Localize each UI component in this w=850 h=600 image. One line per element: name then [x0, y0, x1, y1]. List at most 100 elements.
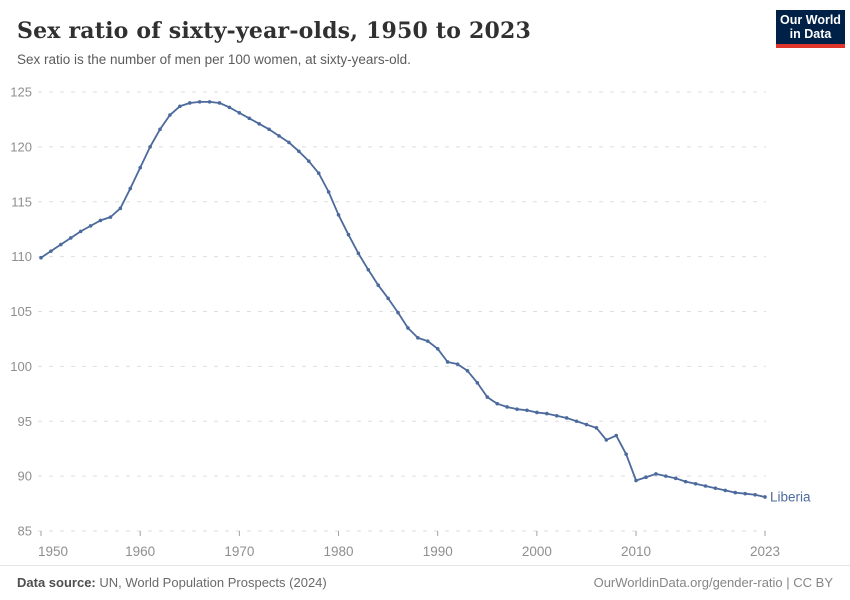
data-point [227, 105, 232, 110]
data-point [138, 165, 142, 170]
data-point [733, 490, 738, 495]
data-point [39, 255, 43, 260]
x-axis-tick-label: 2000 [522, 544, 552, 559]
x-axis-tick-label: 1960 [125, 544, 155, 559]
data-line [40, 100, 766, 498]
y-axis-tick-label: 100 [10, 359, 32, 374]
data-point [564, 416, 569, 420]
data-point [49, 249, 53, 253]
data-point [356, 251, 361, 256]
data-point [743, 491, 747, 496]
data-source-note: Data source: UN, World Population Prospe… [17, 575, 327, 590]
x-axis-tick-label: 1980 [324, 544, 354, 559]
data-point [257, 122, 261, 126]
data-point [475, 381, 480, 385]
chart-subtitle: Sex ratio is the number of men per 100 w… [17, 52, 411, 67]
data-point [247, 116, 252, 121]
data-point [693, 482, 698, 486]
chart-footer: Data source: UN, World Population Prospe… [0, 565, 850, 600]
data-point [158, 127, 162, 132]
data-point [713, 486, 718, 490]
x-axis-tick-label: 2010 [621, 544, 651, 559]
data-point [287, 140, 291, 145]
data-point [683, 479, 688, 484]
data-point [703, 484, 708, 488]
data-point [654, 472, 658, 476]
y-axis-tick-label: 105 [10, 304, 32, 319]
x-axis-tick-label: 1970 [224, 544, 254, 559]
credit-link[interactable]: OurWorldinData.org/gender-ratio | CC BY [593, 575, 833, 590]
x-axis-tick-label: 2023 [750, 544, 780, 559]
x-axis-tick-label: 1990 [423, 544, 453, 559]
data-point [68, 236, 73, 240]
data-point [187, 101, 192, 105]
data-point [366, 267, 371, 272]
data-point [237, 111, 242, 115]
data-point [78, 229, 83, 234]
data-point [644, 475, 648, 480]
data-point [673, 476, 678, 481]
data-point [664, 474, 668, 478]
data-point [197, 100, 202, 104]
page-title: Sex ratio of sixty-year-olds, 1950 to 20… [17, 18, 531, 44]
data-point [406, 326, 410, 330]
entity-label: Liberia [770, 489, 811, 504]
data-point [614, 433, 619, 438]
data-point [515, 407, 519, 411]
data-point [267, 127, 271, 132]
data-point [574, 419, 579, 424]
data-point [763, 495, 767, 499]
data-point [525, 408, 529, 413]
y-axis-tick-label: 125 [10, 85, 32, 100]
owid-logo[interactable]: Our World in Data [776, 10, 845, 48]
data-point [108, 215, 113, 219]
data-point [435, 347, 440, 351]
data-point [634, 478, 638, 483]
data-point [98, 218, 103, 223]
data-point [396, 310, 400, 315]
data-point [336, 213, 341, 217]
data-point [297, 149, 301, 154]
x-axis-tick-label: 1950 [38, 544, 68, 559]
data-point [445, 360, 450, 364]
data-point [505, 405, 509, 409]
data-point [554, 413, 559, 418]
data-point [128, 186, 133, 191]
data-point [306, 159, 311, 163]
data-point [455, 362, 460, 366]
data-point [624, 452, 628, 456]
y-axis-tick-label: 115 [11, 194, 32, 209]
data-point [376, 283, 381, 287]
data-point [326, 190, 331, 194]
data-point [723, 488, 728, 493]
data-point [465, 368, 470, 373]
y-axis-tick-label: 95 [18, 414, 32, 429]
y-axis-tick-label: 110 [11, 249, 32, 264]
data-point [168, 113, 172, 117]
data-point [535, 410, 539, 415]
data-point [495, 401, 500, 406]
data-point [416, 336, 420, 340]
data-point [545, 411, 549, 416]
data-source-text: UN, World Population Prospects (2024) [95, 575, 327, 590]
y-axis-tick-label: 120 [10, 139, 32, 154]
owid-logo-line1: Our World [780, 13, 841, 27]
data-point [59, 242, 63, 247]
owid-logo-line2: in Data [789, 27, 832, 41]
data-point [346, 232, 351, 237]
data-point [753, 492, 757, 497]
data-point [277, 134, 281, 138]
data-point [118, 206, 123, 211]
data-point [217, 101, 222, 105]
data-point [207, 100, 212, 104]
data-point [584, 422, 589, 427]
data-point [485, 395, 490, 399]
data-point [148, 145, 152, 149]
data-point [178, 104, 182, 109]
data-point [594, 426, 599, 430]
data-point [604, 438, 609, 442]
y-axis-tick-label: 90 [18, 469, 32, 484]
data-point [386, 296, 390, 301]
